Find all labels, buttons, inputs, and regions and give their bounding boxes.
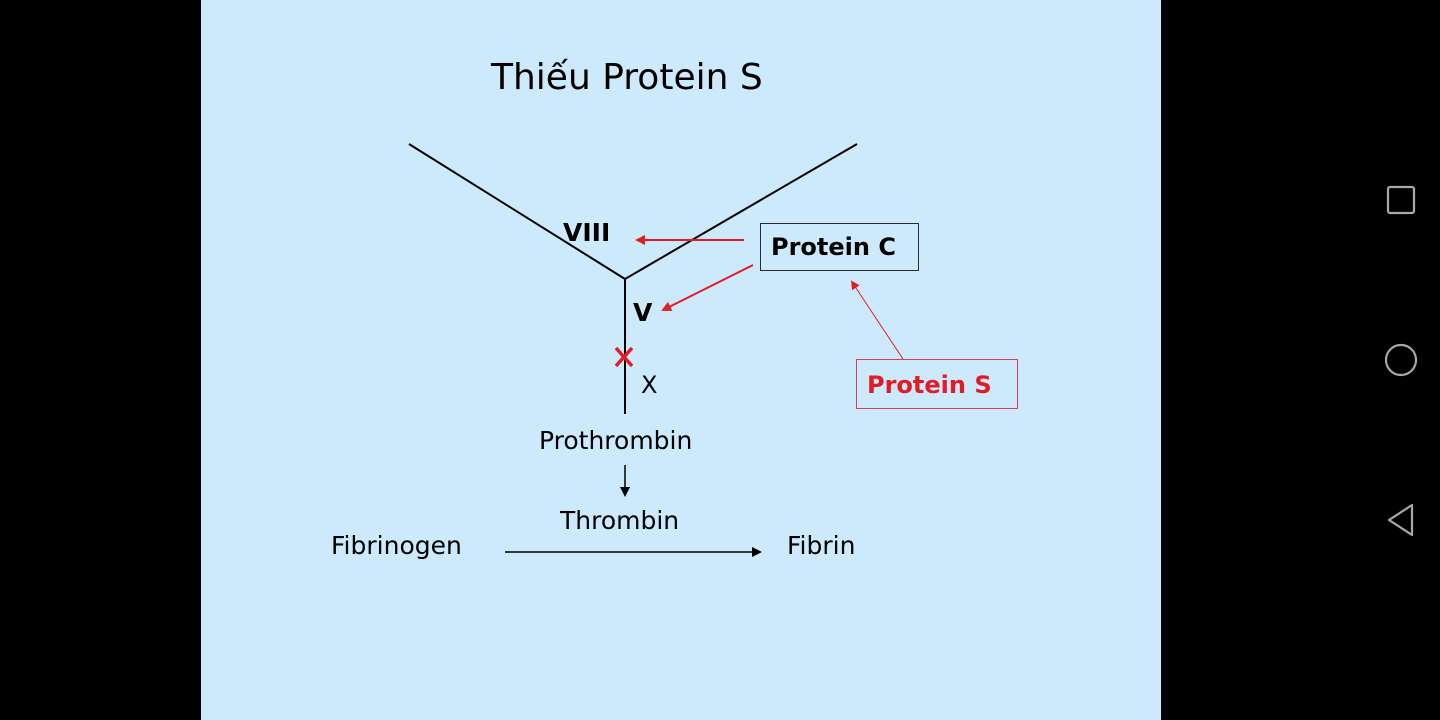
prothrombin-label: Prothrombin	[539, 426, 693, 455]
protein-c-box: Protein C	[760, 223, 919, 271]
protein-s-label: Protein S	[867, 371, 992, 399]
circle-icon	[1384, 343, 1418, 377]
navigation-bar	[1161, 0, 1440, 720]
blocked-x-icon	[614, 346, 634, 368]
inhibit-v-arrow	[661, 264, 754, 311]
back-button[interactable]	[1375, 494, 1427, 546]
fibrin-label: Fibrin	[787, 531, 856, 560]
coagulation-diagram	[408, 143, 904, 557]
square-icon	[1386, 185, 1416, 215]
presentation-slide: Thiếu Protein S VIII V X Prothrombin Thr…	[201, 0, 1161, 720]
recents-button[interactable]	[1375, 174, 1427, 226]
factor-x-label: X	[641, 371, 658, 399]
slide-title: Thiếu Protein S	[491, 57, 763, 98]
protein-s-to-c-arrow	[850, 280, 904, 360]
thrombin-label: Thrombin	[560, 506, 680, 535]
protein-s-box: Protein S	[856, 359, 1018, 409]
factor-v-label: V	[633, 298, 653, 327]
factor-viii-label: VIII	[563, 218, 611, 247]
triangle-left-icon	[1387, 503, 1414, 537]
pathway-line-left	[408, 143, 626, 280]
home-button[interactable]	[1375, 334, 1427, 386]
pathway-line-right	[624, 143, 858, 280]
protein-c-label: Protein C	[771, 233, 896, 261]
fibrinogen-label: Fibrinogen	[331, 531, 462, 560]
